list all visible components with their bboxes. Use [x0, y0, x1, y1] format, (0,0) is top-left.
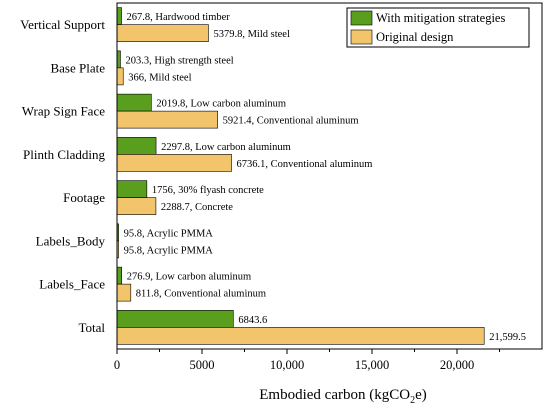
bar-mitigation-base-plate: [116, 50, 121, 69]
x-axis-ticks-layer: 0 5000 10,000 15,000 20,000: [114, 349, 500, 372]
legend-label-mitigation: With mitigation strategies: [376, 11, 505, 25]
bar-mitigation-vertical-support: [116, 7, 122, 25]
bar-original-vertical-support: [116, 24, 209, 42]
bar-label-original-base-plate: 366, Mild steel: [128, 72, 191, 83]
category-labels-layer: Vertical Support Base Plate Wrap Sign Face…: [20, 17, 105, 335]
bar-label-mitigation-total: 6843.6: [238, 315, 267, 326]
category-label-total: Total: [78, 320, 105, 335]
bar-label-mitigation-plinth-cladding: 2297.8, Low carbon aluminum: [161, 142, 291, 153]
bar-label-mitigation-wrap-sign-face: 2019.8, Low carbon aluminum: [156, 99, 286, 110]
bar-original-plinth-cladding: [116, 154, 232, 172]
x-tick-label: 10,000: [270, 358, 304, 372]
bar-label-mitigation-footage: 1756, 30% flyash concrete: [152, 185, 264, 196]
x-axis-title: Embodied carbon (kgCO2e): [259, 387, 426, 406]
legend-swatch-mitigation: [350, 10, 373, 26]
x-tick-label: 20,000: [440, 358, 474, 372]
bar-label-mitigation-labels-face: 276.9, Low carbon aluminum: [127, 272, 252, 283]
bar-labels-layer: 267.8, Hardwood timber 5379.8, Mild steel…: [124, 12, 526, 343]
x-axis-title-subscript: 2: [410, 395, 415, 406]
legend: With mitigation strategies Original desi…: [346, 7, 530, 48]
bar-mitigation-plinth-cladding: [116, 137, 157, 155]
category-label-vertical-support: Vertical Support: [20, 17, 105, 32]
legend-label-original: Original design: [376, 30, 454, 44]
bar-label-mitigation-vertical-support: 267.8, Hardwood timber: [127, 12, 231, 23]
bar-original-wrap-sign-face: [116, 110, 218, 129]
legend-box: [346, 7, 530, 48]
x-axis-title-end: e): [415, 387, 427, 403]
x-tick-label: 0: [114, 358, 120, 372]
bar-label-original-labels-body: 95.8, Acrylic PMMA: [124, 245, 214, 256]
bar-original-labels-face: [116, 283, 132, 302]
plot-frame: [116, 2, 543, 350]
legend-swatch-original: [350, 29, 373, 45]
bar-label-original-wrap-sign-face: 5921.4, Conventional aluminum: [223, 116, 359, 127]
bar-mitigation-total: [116, 310, 234, 328]
category-label-wrap-sign-face: Wrap Sign Face: [22, 104, 105, 119]
bar-label-original-plinth-cladding: 6736.1, Conventional aluminum: [237, 159, 373, 170]
bar-label-original-labels-face: 811.8, Conventional aluminum: [136, 289, 266, 300]
category-label-labels-face: Labels_Face: [39, 277, 105, 292]
x-tick-label: 5000: [190, 358, 215, 372]
bar-original-total: [116, 327, 485, 345]
bar-mitigation-footage: [116, 180, 148, 198]
bar-label-mitigation-base-plate: 203.3, High strength steel: [125, 55, 233, 66]
category-label-plinth-cladding: Plinth Cladding: [23, 147, 105, 162]
bar-label-mitigation-labels-body: 95.8, Acrylic PMMA: [124, 228, 214, 239]
category-label-labels-body: Labels_Body: [36, 233, 106, 248]
category-label-footage: Footage: [63, 190, 105, 205]
bar-label-original-vertical-support: 5379.8, Mild steel: [213, 29, 289, 40]
x-tick-label: 15,000: [355, 358, 389, 372]
bar-original-footage: [116, 197, 157, 215]
bar-label-original-total: 21,599.5: [489, 332, 526, 343]
category-label-base-plate: Base Plate: [50, 60, 105, 75]
bar-original-base-plate: [116, 67, 124, 86]
bar-label-original-footage: 2288.7, Concrete: [161, 202, 233, 213]
bar-mitigation-labels-face: [116, 266, 123, 285]
bar-mitigation-wrap-sign-face: [116, 93, 152, 112]
